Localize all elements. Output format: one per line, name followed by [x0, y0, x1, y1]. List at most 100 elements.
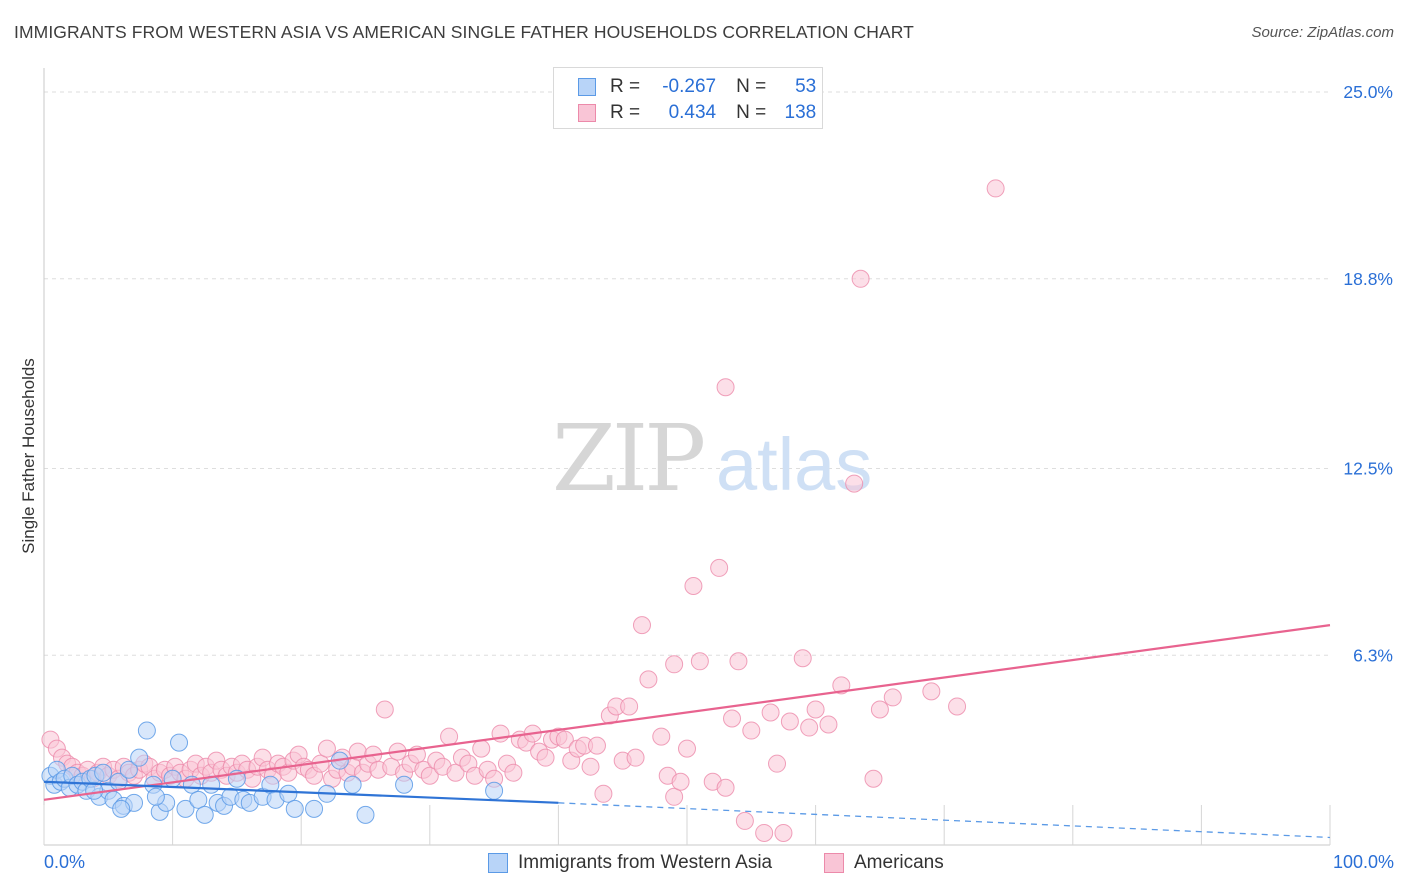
legend-swatch-blue — [578, 78, 596, 96]
americans-point — [594, 784, 613, 803]
western-asia-point — [94, 763, 113, 782]
western-asia-trend-line — [43, 780, 559, 804]
bottom-legend-americans[interactable]: Americans — [824, 852, 944, 874]
americans-point — [652, 727, 671, 746]
source-label: Source: ZipAtlas.com — [1251, 24, 1394, 41]
western-asia-point — [189, 790, 208, 809]
western-asia-point — [343, 775, 362, 794]
americans-point — [768, 754, 787, 773]
legend-r-label: R = — [610, 76, 641, 97]
americans-point — [684, 576, 703, 595]
americans-point — [665, 655, 684, 674]
americans-point — [587, 736, 606, 755]
watermark: ZIP atlas — [552, 405, 872, 512]
western-asia-point — [170, 733, 189, 752]
americans-point — [665, 787, 684, 806]
americans-point — [716, 778, 735, 797]
legend-row-western-asia: R = -0.267 N = 53 — [578, 75, 816, 99]
americans-point — [819, 715, 838, 734]
americans-point — [440, 727, 459, 746]
americans-point — [780, 712, 799, 731]
legend-n-value: 53 — [795, 76, 817, 97]
western-asia-trend-extension — [558, 802, 1331, 839]
americans-point — [671, 772, 690, 791]
americans-point — [832, 676, 851, 695]
americans-point — [690, 652, 709, 671]
legend-n-label: N = — [736, 102, 767, 123]
americans-point — [536, 748, 555, 767]
legend-swatch-pink — [578, 104, 596, 122]
americans-point — [729, 652, 748, 671]
americans-points — [41, 179, 1005, 842]
americans-point — [723, 709, 742, 728]
western-asia-point — [146, 787, 165, 806]
americans-point — [375, 700, 394, 719]
americans-trend-line — [43, 624, 1331, 801]
americans-point — [851, 269, 870, 288]
legend-row-americans: R = 0.434 N = 138 — [578, 101, 816, 125]
bottom-legend-label: Americans — [854, 852, 944, 873]
western-asia-point — [119, 760, 138, 779]
americans-point — [864, 769, 883, 788]
bottom-legend-western-asia[interactable]: Immigrants from Western Asia — [488, 852, 772, 874]
western-asia-point — [485, 781, 504, 800]
americans-point — [317, 739, 336, 758]
americans-point — [555, 730, 574, 749]
americans-point — [632, 616, 651, 635]
western-asia-point — [356, 805, 375, 824]
americans-point — [793, 649, 812, 668]
western-asia-point — [195, 805, 214, 824]
bottom-legend-swatch-pink — [824, 853, 844, 873]
legend-r-value: -0.267 — [662, 76, 717, 97]
americans-point — [755, 823, 774, 842]
americans-point — [504, 763, 523, 782]
americans-point — [800, 718, 819, 737]
western-asia-point — [130, 748, 149, 767]
americans-point — [948, 697, 967, 716]
americans-point — [710, 558, 729, 577]
americans-point — [774, 823, 793, 842]
watermark-atlas: atlas — [716, 423, 872, 506]
legend-n-value: 138 — [784, 102, 817, 123]
americans-point — [472, 739, 491, 758]
western-asia-point — [112, 799, 131, 818]
americans-point — [922, 682, 941, 701]
americans-point — [581, 757, 600, 776]
bottom-legend-swatch-blue — [488, 853, 508, 873]
western-asia-point — [137, 721, 156, 740]
x-tick-label-max: 100.0% — [1332, 852, 1394, 872]
axes — [43, 68, 1331, 846]
americans-point — [883, 688, 902, 707]
legend-r-value: 0.434 — [668, 102, 717, 123]
americans-point — [620, 697, 639, 716]
western-asia-point — [279, 784, 298, 803]
grid-lines — [44, 91, 1330, 656]
trend-lines — [43, 624, 1331, 839]
watermark-zip: ZIP — [552, 405, 703, 512]
legend-r-label: R = — [610, 102, 641, 123]
y-tick-labels: 25.0% 18.8% 12.5% 6.3% — [1343, 82, 1393, 665]
western-asia-point — [163, 769, 182, 788]
americans-point — [626, 748, 645, 767]
western-asia-point — [395, 775, 414, 794]
y-tick-label: 6.3% — [1353, 645, 1393, 665]
americans-point — [742, 721, 761, 740]
americans-point — [639, 670, 658, 689]
western-asia-point — [285, 799, 304, 818]
chart-title: IMMIGRANTS FROM WESTERN ASIA VS AMERICAN… — [14, 22, 914, 42]
y-tick-label: 25.0% — [1343, 82, 1393, 102]
americans-point — [761, 703, 780, 722]
americans-point — [446, 763, 465, 782]
americans-point — [735, 811, 754, 830]
y-tick-label: 12.5% — [1343, 459, 1393, 479]
western-asia-point — [176, 799, 195, 818]
americans-point — [806, 700, 825, 719]
legend-n-label: N = — [736, 76, 767, 97]
americans-point — [870, 700, 889, 719]
western-asia-point — [305, 799, 324, 818]
correlation-legend: R = -0.267 N = 53 R = 0.434 N = 138 — [553, 67, 823, 129]
americans-point — [420, 766, 439, 785]
x-tick-label-min: 0.0% — [44, 852, 86, 872]
americans-point — [716, 378, 735, 397]
